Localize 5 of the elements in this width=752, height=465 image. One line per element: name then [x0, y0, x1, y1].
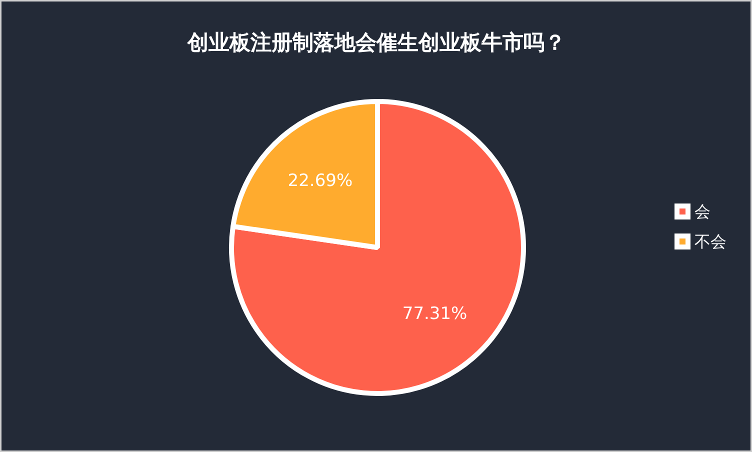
data-label: 22.69% — [288, 171, 353, 192]
legend-label: 会 — [694, 202, 710, 221]
legend-label: 不会 — [694, 232, 726, 251]
data-label: 77.31% — [402, 304, 468, 324]
chart-title: 创业板注册制落地会催生创业板牛市吗？ — [186, 30, 566, 54]
